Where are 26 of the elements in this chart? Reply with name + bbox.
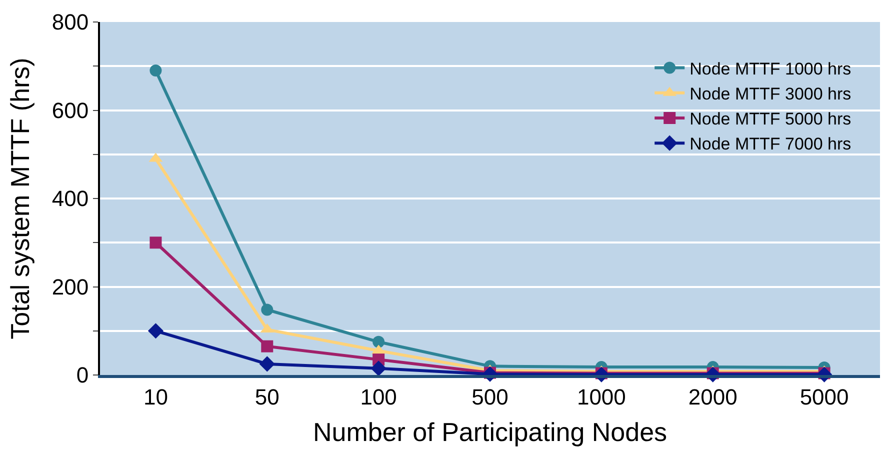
- point: [150, 236, 162, 249]
- x-tick-label: 1000: [576, 384, 626, 410]
- y-tick-label: 400: [52, 186, 89, 212]
- point: [150, 64, 162, 77]
- y-tick-label: 0: [76, 362, 89, 388]
- x-tick-label: 10: [143, 384, 168, 410]
- y-tick-label: 800: [52, 10, 89, 35]
- y-axis-title: Total system MTTF (hrs): [4, 58, 35, 340]
- point: [261, 304, 274, 316]
- y-tick-label: 600: [52, 98, 89, 123]
- x-axis-title: Number of Participating Nodes: [312, 417, 668, 448]
- point: [261, 340, 274, 352]
- x-tick-label: 2000: [688, 384, 738, 410]
- legend-label: Node MTTF 1000 hrs: [690, 59, 852, 78]
- legend-label: Node MTTF 3000 hrs: [690, 84, 852, 104]
- x-tick-label: 50: [254, 384, 280, 410]
- legend-label: Node MTTF 7000 hrs: [690, 134, 852, 154]
- point: [372, 336, 385, 348]
- point: [148, 323, 164, 339]
- legend-label: Node MTTF 5000 hrs: [690, 110, 852, 129]
- y-tick-label: 200: [52, 274, 89, 300]
- point: [370, 360, 386, 376]
- x-tick-label: 5000: [800, 384, 849, 410]
- x-tick-label: 100: [360, 384, 397, 410]
- x-tick-label: 500: [472, 384, 508, 410]
- point: [259, 356, 275, 372]
